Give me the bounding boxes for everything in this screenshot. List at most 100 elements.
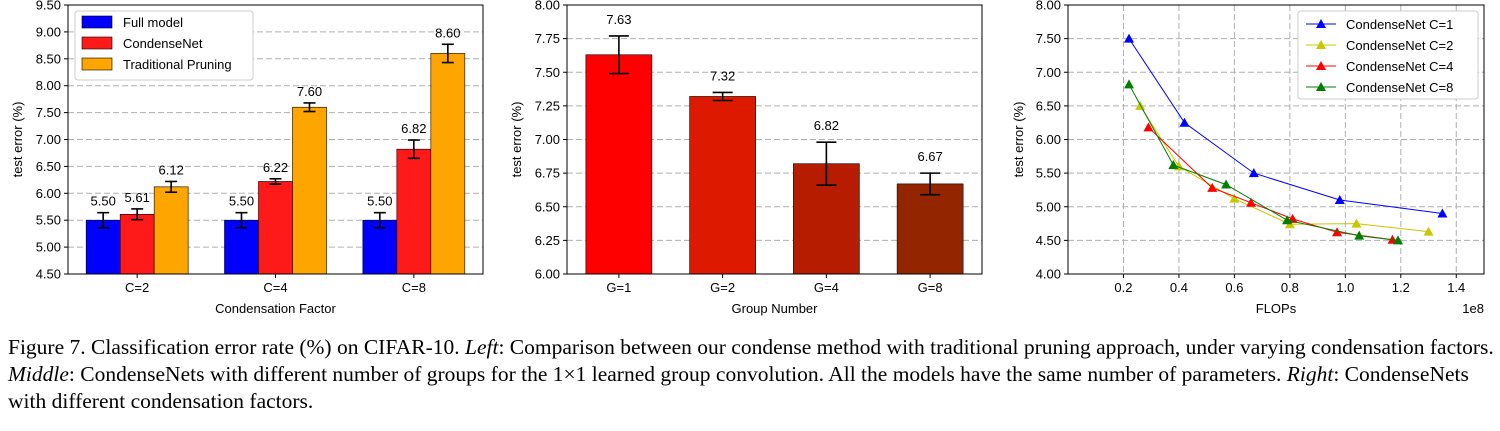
- legend-label: CondenseNet C=2: [1346, 38, 1453, 53]
- x-tick-label: C=2: [125, 280, 149, 295]
- y-tick-label: 8.00: [36, 78, 61, 93]
- y-axis-label: test error (%): [509, 102, 524, 178]
- x-tick-label: C=8: [402, 280, 426, 295]
- x-tick-label: 1.4: [1447, 280, 1465, 295]
- bar-traditional-pruning: [430, 53, 466, 275]
- x-axis-label: Condensation Factor: [215, 301, 336, 316]
- plot-frame: [67, 4, 484, 275]
- triangle-marker: [1229, 193, 1240, 203]
- data-label: 5.50: [367, 194, 392, 209]
- y-tick-label: 6.50: [1036, 98, 1061, 113]
- legend-marker: [1316, 61, 1326, 70]
- y-tick-label: 5.50: [1036, 166, 1061, 181]
- bar: [896, 183, 964, 275]
- bar: [689, 96, 756, 275]
- bar-full-model: [224, 219, 259, 275]
- y-tick-label: 4.50: [36, 267, 61, 282]
- triangle-marker: [1124, 33, 1135, 43]
- x-axis-label: FLOPs: [1256, 301, 1297, 316]
- legend-marker: [1316, 40, 1326, 49]
- y-tick-label: 5.00: [1036, 199, 1061, 214]
- data-label: 6.22: [263, 160, 288, 175]
- legend-label: Traditional Pruning: [123, 57, 232, 72]
- caption-figure-label: Figure 7.: [8, 335, 86, 359]
- bar-condensenet: [258, 181, 293, 275]
- legend-swatch: [81, 36, 113, 50]
- y-tick-label: 7.00: [36, 132, 61, 147]
- figure-panels: 4.50 5.00 5.50 6.00 6.50 7.00 7.50 8.00 8.50 9.00…: [10, 0, 1485, 316]
- legend-swatch: [81, 57, 113, 71]
- bar-condensenet: [396, 148, 432, 275]
- triangle-marker: [1246, 197, 1257, 207]
- y-tick-label: 8.00: [535, 0, 560, 13]
- series-line: [1128, 84, 1399, 241]
- chart-middle-group-number: 6.00 6.25 6.50 6.75 7.00 7.25 7.50 7.75 8.00 7.63…: [509, 0, 983, 316]
- data-label: 8.60: [435, 25, 460, 40]
- legend-label: CondenseNet C=4: [1346, 59, 1453, 74]
- x-axis-label: Group Number: [732, 301, 819, 316]
- y-tick-label: 4.50: [1036, 233, 1061, 248]
- y-tick-label: 7.25: [535, 98, 560, 113]
- triangle-marker: [1393, 235, 1404, 245]
- x-tick-label: 0.6: [1225, 280, 1243, 295]
- bar-full-model: [85, 219, 121, 275]
- triangle-marker: [1351, 218, 1362, 228]
- bar-condensenet: [119, 213, 155, 275]
- legend: Full model CondenseNet Traditional Pruning: [74, 10, 254, 81]
- chart-right-flops: 4.00 4.50 5.00 5.50 6.00 6.50 7.00 7.50 8.00 0.2 0…: [1011, 0, 1485, 316]
- triangle-marker: [1248, 168, 1259, 178]
- chart-left-condensation-factor: 4.50 5.00 5.50 6.00 6.50 7.00 7.50 8.00 8.50 9.00…: [10, 0, 484, 316]
- y-tick-label: 7.75: [535, 31, 560, 46]
- y-tick-label: 6.50: [36, 159, 61, 174]
- triangle-marker: [1221, 179, 1232, 189]
- plot-frame: [1067, 4, 1485, 275]
- y-tick-label: 6.00: [36, 186, 61, 201]
- y-tick-label: 8.00: [1036, 0, 1061, 13]
- caption-right-label: Right: [1286, 362, 1334, 386]
- series-line: [1139, 105, 1429, 233]
- y-tick-label: 6.25: [535, 233, 560, 248]
- data-label: 7.63: [606, 12, 631, 27]
- y-tick-label: 7.00: [1036, 65, 1061, 80]
- y-tick-label: 6.00: [535, 267, 560, 282]
- triangle-marker: [1437, 208, 1448, 218]
- y-tick-label: 7.50: [535, 65, 560, 80]
- x-tick-label: G=2: [710, 280, 735, 295]
- legend-marker: [1316, 19, 1326, 28]
- legend-label: CondenseNet C=1: [1346, 17, 1453, 32]
- x-tick-label: 0.8: [1281, 280, 1299, 295]
- data-label: 6.82: [814, 118, 839, 133]
- triangle-marker: [1354, 230, 1365, 240]
- triangle-marker: [1124, 79, 1135, 89]
- y-tick-label: 5.50: [36, 213, 61, 228]
- caption-left-label: Left: [464, 335, 499, 359]
- y-axis-label: test error (%): [10, 102, 25, 178]
- x-tick-label: C=4: [263, 280, 287, 295]
- legend: CondenseNet C=1 CondenseNet C=2 CondenseNe…: [1297, 10, 1479, 100]
- data-label: 6.67: [917, 149, 942, 164]
- legend-box: [74, 10, 254, 81]
- data-label: 6.82: [401, 121, 426, 136]
- triangle-marker: [1332, 227, 1343, 237]
- y-tick-label: 6.75: [535, 166, 560, 181]
- caption-text-2: : Comparison between our condense method…: [498, 335, 1494, 359]
- data-label: 7.60: [297, 84, 322, 99]
- data-label: 5.50: [229, 194, 254, 209]
- x-axis-offset-label: 1e8: [1462, 301, 1484, 316]
- legend-label: CondenseNet C=8: [1346, 80, 1453, 95]
- bar-full-model: [362, 219, 398, 275]
- legend-box: [1297, 10, 1479, 100]
- y-tick-label: 7.50: [36, 105, 61, 120]
- triangle-marker: [1334, 195, 1345, 205]
- data-label: 7.32: [710, 68, 735, 83]
- data-label: 6.12: [159, 162, 184, 177]
- triangle-marker: [1168, 160, 1179, 170]
- caption-text-3: : CondenseNets with different number of …: [68, 362, 1287, 386]
- caption-middle-label: Middle: [8, 362, 69, 386]
- y-tick-label: 9.50: [36, 0, 61, 13]
- triangle-marker: [1423, 226, 1434, 236]
- bar: [585, 54, 653, 275]
- y-tick-label: 9.00: [36, 24, 61, 39]
- y-axis-label: test error (%): [1011, 102, 1026, 178]
- triangle-marker: [1179, 117, 1190, 127]
